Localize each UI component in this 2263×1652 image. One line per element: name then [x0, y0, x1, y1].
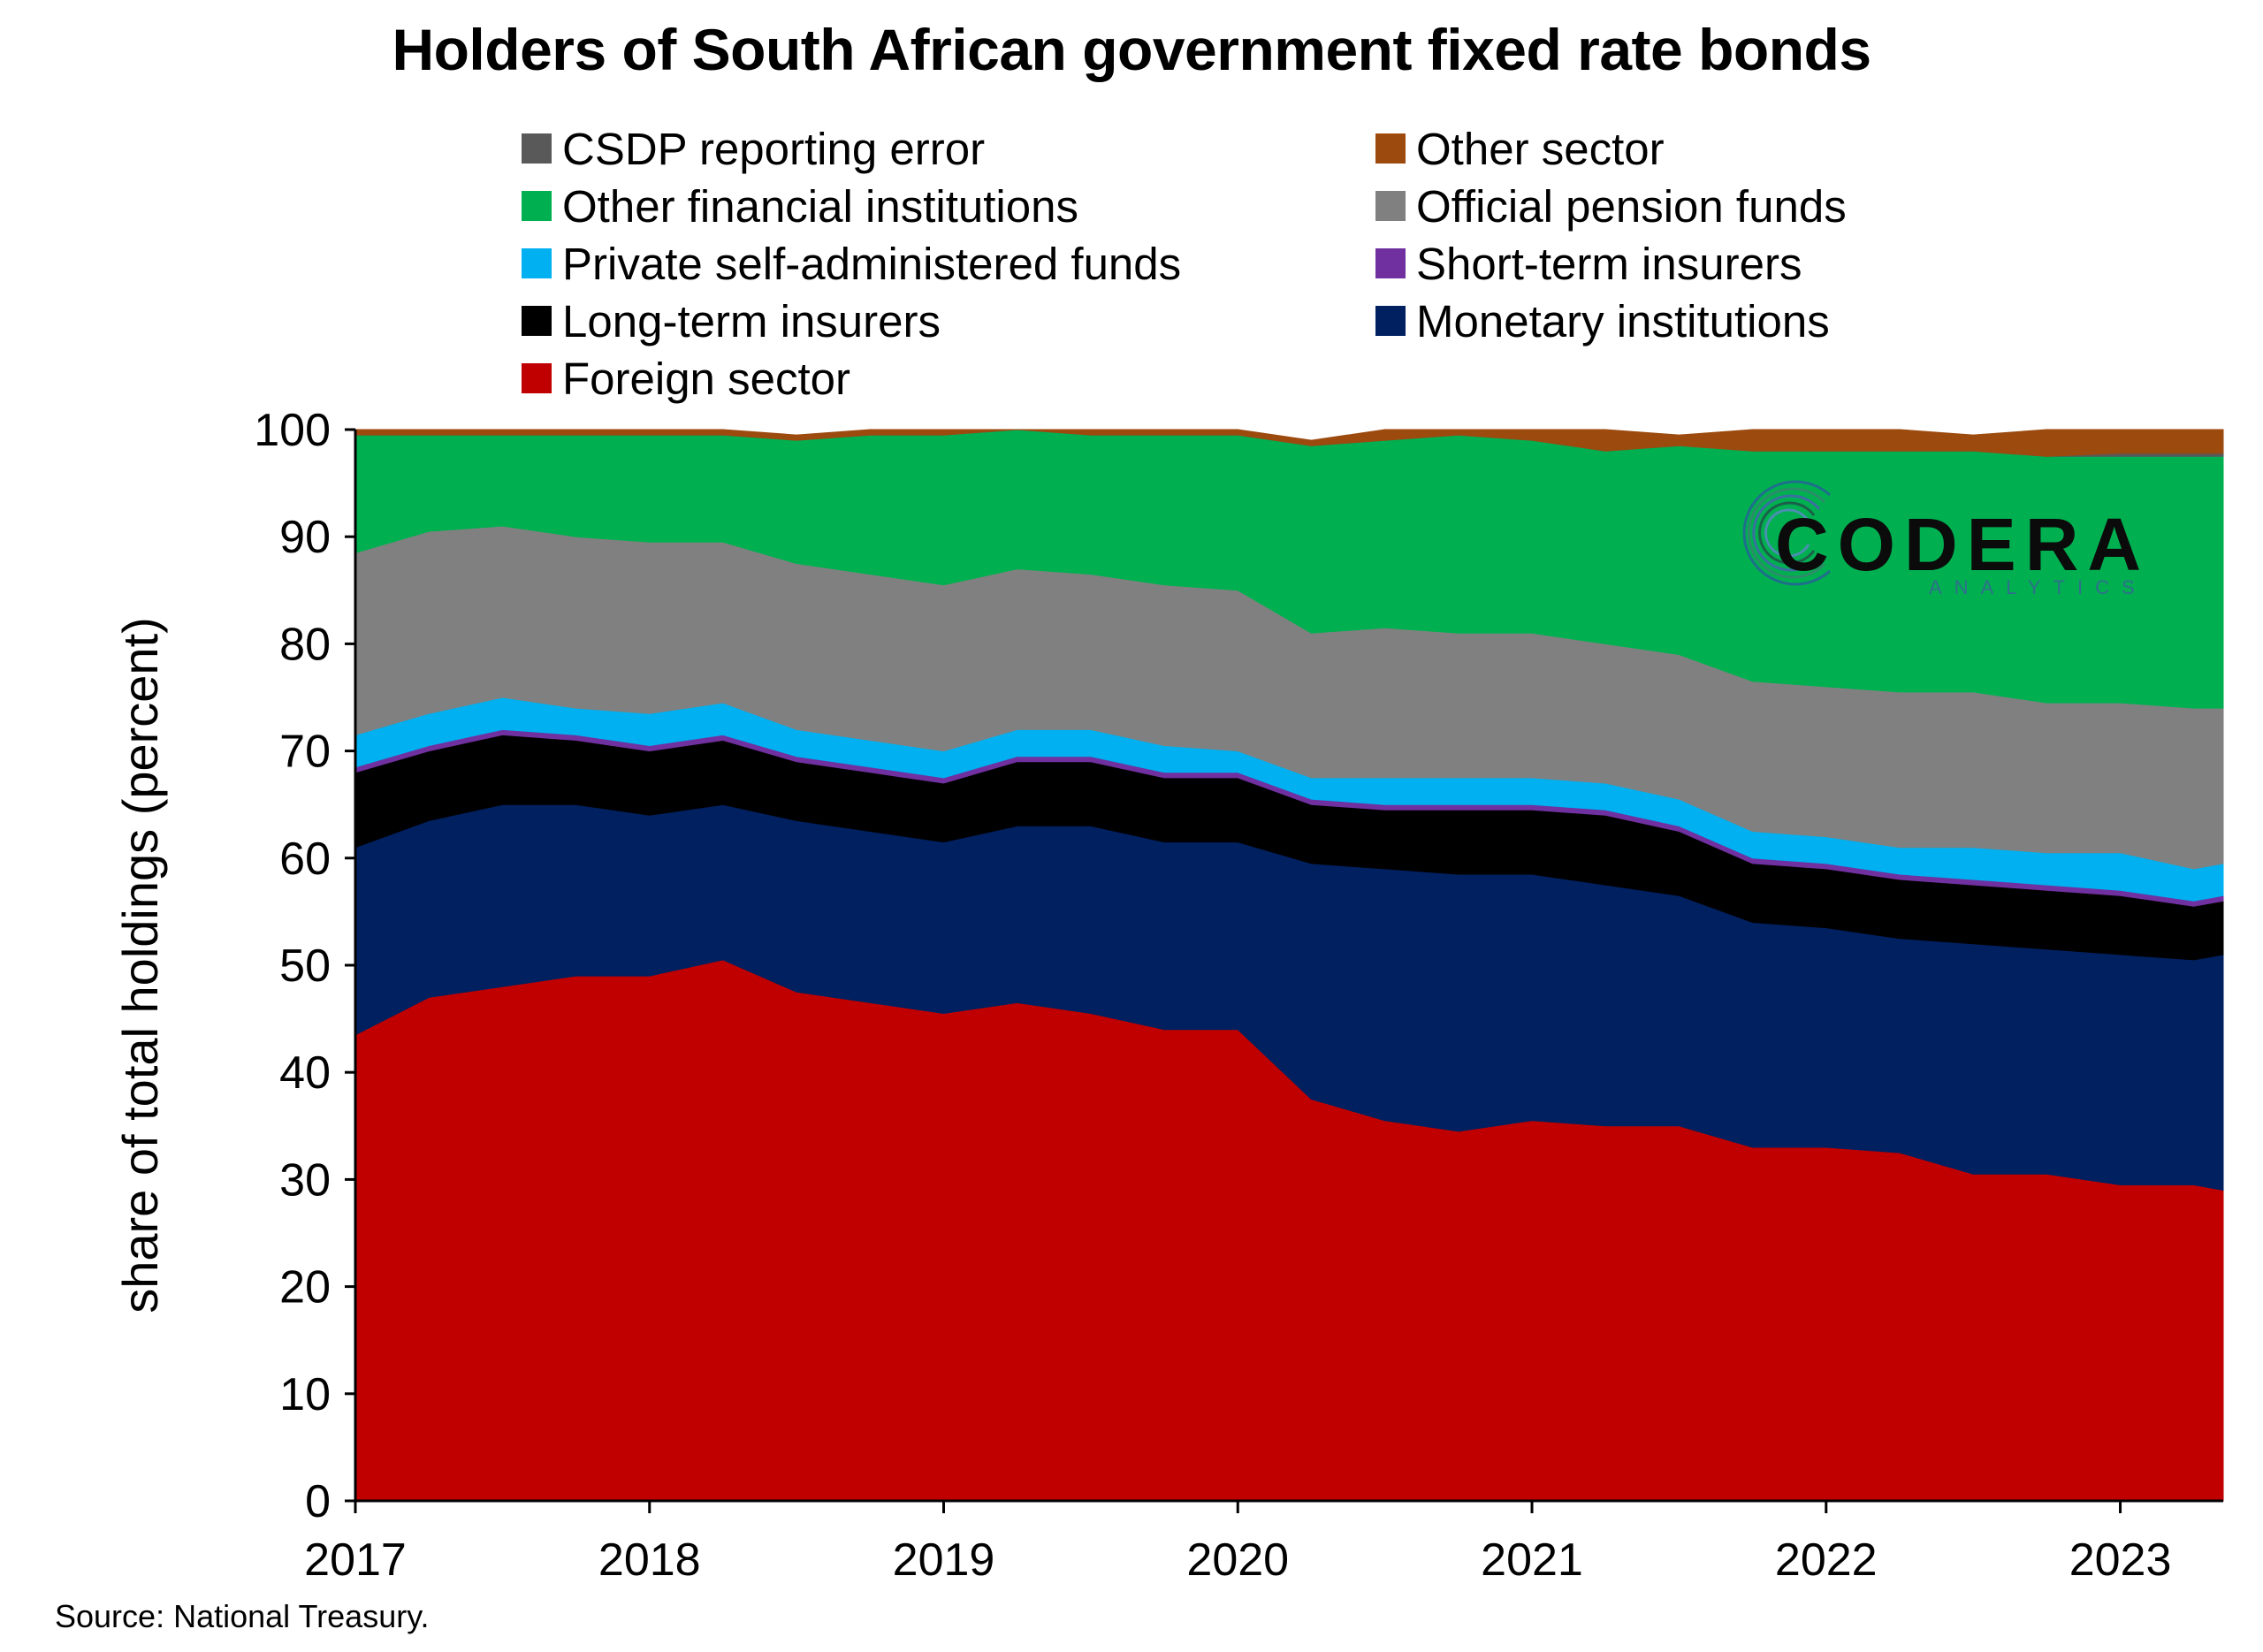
legend-label: CSDP reporting error — [562, 123, 986, 174]
x-tick-label: 2018 — [598, 1534, 701, 1586]
y-tick-label: 100 — [254, 405, 331, 456]
y-tick-label: 70 — [279, 727, 331, 778]
legend-item-monetary-institutions: Monetary institutions — [1375, 294, 1830, 347]
codera-logo: CODERA ANALYTICS — [1733, 467, 2157, 599]
legend-label: Private self-administered funds — [562, 238, 1182, 289]
x-tick-label: 2023 — [2069, 1534, 2172, 1586]
y-tick-label: 20 — [279, 1262, 331, 1313]
codera-logo-mark-icon — [1742, 480, 1832, 586]
x-tick-label: 2019 — [893, 1534, 995, 1586]
y-tick-label: 90 — [279, 512, 331, 563]
legend-item-long-term-insurers: Long-term insurers — [522, 294, 941, 347]
legend-item-short-term-insurers: Short-term insurers — [1375, 237, 1802, 290]
y-tick-label: 10 — [279, 1369, 331, 1420]
legend-swatch — [1375, 133, 1406, 164]
x-tick-label: 2021 — [1481, 1534, 1583, 1586]
legend-item-other-financial-institutions: Other financial institutions — [522, 179, 1078, 232]
y-tick-label: 40 — [279, 1047, 331, 1099]
area-other-sector — [354, 429, 2224, 457]
y-tick-label: 50 — [279, 940, 331, 992]
legend-item-foreign-sector: Foreign sector — [522, 352, 850, 405]
x-tick-label: 2017 — [304, 1534, 407, 1586]
legend-swatch — [522, 306, 552, 336]
source-note: Source: National Treasury. — [55, 1598, 430, 1634]
legend-label: Monetary institutions — [1416, 295, 1830, 346]
legend-label: Short-term insurers — [1416, 238, 1802, 289]
y-tick-label: 80 — [279, 619, 331, 670]
legend-swatch — [1375, 248, 1406, 278]
chart-title: Holders of South African government fixe… — [392, 17, 1871, 82]
y-axis-title: share of total holdings (percent) — [112, 617, 168, 1313]
legend-swatch — [1375, 191, 1406, 221]
legend-item-private-self-administered-funds: Private self-administered funds — [522, 237, 1181, 290]
legend-item-official-pension-funds: Official pension funds — [1375, 179, 1847, 232]
legend-swatch — [522, 191, 552, 221]
x-tick-label: 2022 — [1775, 1534, 1878, 1586]
legend-label: Other financial institutions — [562, 180, 1078, 232]
legend-label: Foreign sector — [562, 353, 850, 404]
y-tick-label: 60 — [279, 834, 331, 885]
legend-label: Other sector — [1416, 123, 1665, 174]
legend-swatch — [522, 363, 552, 393]
y-tick-label: 0 — [305, 1476, 331, 1527]
legend-swatch — [522, 248, 552, 278]
logo-subtext: ANALYTICS — [1929, 576, 2147, 598]
legend-item-csdp-reporting-error: CSDP reporting error — [522, 122, 985, 175]
legend-swatch — [1375, 306, 1406, 336]
y-tick-label: 30 — [279, 1154, 331, 1206]
x-tick-label: 2020 — [1186, 1534, 1289, 1586]
legend-label: Long-term insurers — [562, 295, 941, 346]
legend-swatch — [522, 133, 552, 164]
legend-label: Official pension funds — [1416, 180, 1847, 232]
logo-wordmark: CODERA — [1775, 503, 2151, 586]
legend-item-other-sector: Other sector — [1375, 122, 1665, 175]
